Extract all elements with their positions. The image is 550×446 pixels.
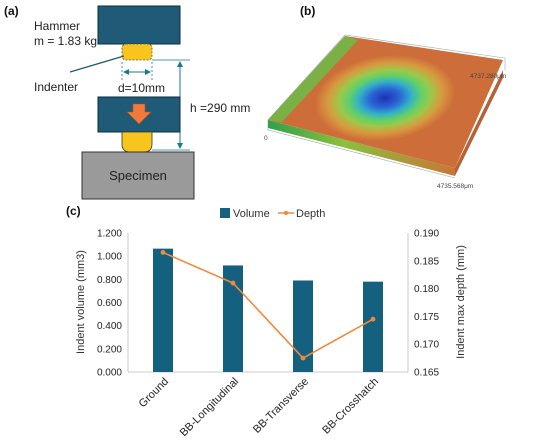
- volume-bar: [293, 280, 313, 372]
- specimen-block: [81, 151, 195, 200]
- panel-c-label: (c): [66, 204, 81, 218]
- legend-swatch-volume: [220, 208, 230, 218]
- panel-a-label: (a): [4, 4, 19, 18]
- indenter-initial: [121, 43, 153, 61]
- surface-right-face: [455, 70, 503, 176]
- hammer-label: Hammer: [34, 19, 80, 33]
- category-label: BB-Transverse: [251, 376, 311, 436]
- diameter-label: d=10mm: [118, 81, 165, 95]
- left-tick-label: 1.200: [97, 229, 122, 240]
- left-tick-label: 0.600: [97, 298, 122, 309]
- height-label: h =290 mm: [190, 101, 250, 115]
- right-tick-labels: 0.165 0.170 0.175 0.180 0.185 0.190: [414, 229, 439, 379]
- depth-point: [300, 355, 306, 361]
- indenter-falling: [121, 131, 153, 153]
- depth-line: [162, 251, 374, 360]
- right-tick-label: 0.180: [414, 284, 439, 295]
- depth-point: [160, 250, 166, 255]
- category-label: Ground: [137, 376, 171, 410]
- surface-edge-highlight: [268, 36, 358, 122]
- mass-label: m = 1.83 kg: [34, 34, 97, 48]
- surface-frame-back: [267, 34, 506, 121]
- indenter-leader-line: [69, 55, 125, 73]
- volume-bar: [223, 265, 243, 372]
- category-label: BB-Longitudinal: [178, 376, 241, 439]
- panel-c-chart: (c) Volume Depth 0.000 0.200 0.400 0.600 0.8…: [66, 204, 467, 439]
- volume-bar: [363, 281, 383, 372]
- volume-bar: [153, 248, 173, 372]
- legend-marker-depth: [283, 210, 289, 216]
- surface-x-extent-label: 4735.568μm: [437, 183, 473, 190]
- depth-point: [230, 280, 236, 286]
- category-labels: Ground BB-Longitudinal BB-Transverse BB-Cro…: [137, 376, 381, 439]
- right-tick-label: 0.190: [414, 229, 439, 240]
- legend-label-volume: Volume: [233, 208, 270, 220]
- surface-origin-label: 0: [264, 135, 268, 142]
- right-tick-label: 0.165: [414, 368, 439, 379]
- right-tick-label: 0.175: [414, 312, 439, 323]
- left-tick-label: 0.200: [97, 344, 122, 355]
- panel-a-diagram: (a) Hammer m = 1.83 kg Indenter d=10mm h…: [4, 4, 250, 200]
- left-tick-labels: 0.000 0.200 0.400 0.600 0.800 1.000 1.200: [97, 229, 122, 379]
- right-axis-title: Indent max depth (mm): [455, 245, 467, 359]
- specimen-label: Specimen: [109, 168, 167, 183]
- indent-crater: [315, 55, 455, 141]
- volume-bars: [153, 248, 383, 372]
- left-tick-label: 0.800: [97, 275, 122, 286]
- left-tick-label: 0.400: [97, 321, 122, 332]
- hammer-block: [97, 5, 181, 45]
- surface-side-face: [268, 120, 455, 176]
- panel-b-label: (b): [300, 4, 315, 18]
- panel-b-surface-plot: (b) 4737.280μm 4735.568μm 0: [264, 4, 506, 190]
- impact-arrow-icon: [126, 103, 152, 125]
- left-tick-label: 1.000: [97, 252, 122, 263]
- right-tick-label: 0.170: [414, 340, 439, 351]
- depth-line-series: [160, 250, 376, 361]
- category-label: BB-Crosshatch: [320, 376, 381, 437]
- left-axis-title: Indent volume (mm3): [75, 250, 87, 354]
- depth-point: [370, 316, 376, 322]
- right-tick-label: 0.185: [414, 256, 439, 267]
- indenter-label: Indenter: [34, 80, 78, 94]
- surface-y-extent-label: 4737.280μm: [470, 73, 506, 80]
- chart-legend: Volume Depth: [220, 208, 325, 220]
- legend-label-depth: Depth: [296, 208, 325, 220]
- left-tick-label: 0.000: [97, 368, 122, 379]
